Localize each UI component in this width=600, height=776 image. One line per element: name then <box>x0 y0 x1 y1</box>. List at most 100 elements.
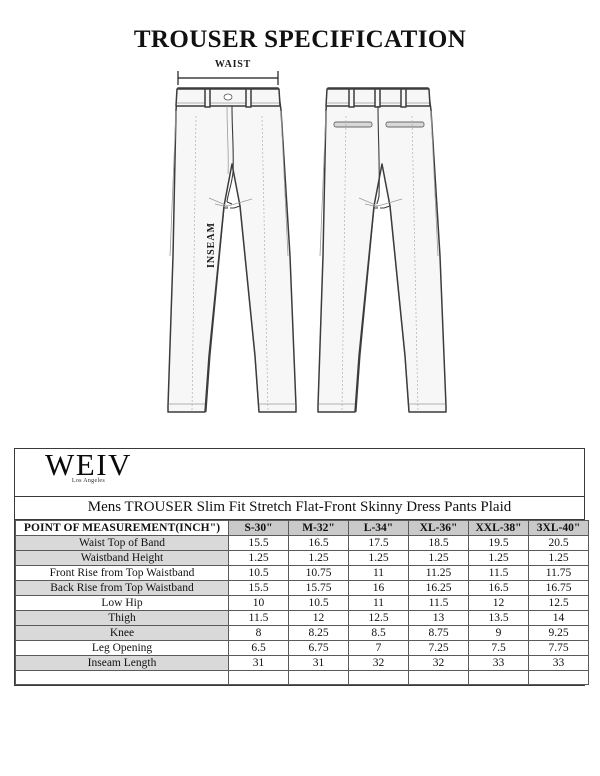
empty-cell <box>15 670 229 685</box>
table-row: Back Rise from Top Waistband 15.5 15.75 16 1… <box>15 580 589 596</box>
empty-cell <box>408 670 469 685</box>
table-row: Inseam Length 31 31 32 32 33 33 <box>15 655 589 671</box>
header-point-of-measurement: POINT OF MEASUREMENT(INCH") <box>15 520 229 536</box>
measurement-table: POINT OF MEASUREMENT(INCH") S-30" M-32" … <box>15 520 589 685</box>
brand-logo: WEIV Los Angeles <box>45 447 132 485</box>
row-value: 16.5 <box>468 580 529 596</box>
row-value: 7 <box>348 640 409 656</box>
row-value: 11.5 <box>468 565 529 581</box>
row-label: Inseam Length <box>15 655 229 671</box>
row-value: 20.5 <box>528 535 589 551</box>
row-value: 16.5 <box>288 535 349 551</box>
row-value: 1.25 <box>408 550 469 566</box>
header-size-l: L-34" <box>348 520 409 536</box>
row-value: 8 <box>228 625 289 641</box>
row-value: 12.5 <box>528 595 589 611</box>
table-header-row: POINT OF MEASUREMENT(INCH") S-30" M-32" … <box>15 520 589 536</box>
back-view <box>317 87 447 413</box>
back-welt-pocket-left <box>333 121 373 128</box>
trouser-illustration: .ol{fill:#f7f7f7;stroke:#3c3c3c;stroke-w… <box>0 56 600 426</box>
row-label: Knee <box>15 625 229 641</box>
table-row: Thigh 11.5 12 12.5 13 13.5 14 <box>15 610 589 626</box>
row-label: Waist Top of Band <box>15 535 229 551</box>
row-label: Waistband Height <box>15 550 229 566</box>
row-value: 31 <box>288 655 349 671</box>
table-row-empty <box>15 670 589 685</box>
row-label: Leg Opening <box>15 640 229 656</box>
spec-table-container: WEIV Los Angeles Mens TROUSER Slim Fit S… <box>14 447 589 686</box>
row-value: 11.75 <box>528 565 589 581</box>
row-value: 15.75 <box>288 580 349 596</box>
row-value: 10.75 <box>288 565 349 581</box>
row-value: 12 <box>468 595 529 611</box>
row-value: 15.5 <box>228 535 289 551</box>
header-size-xxl: XXL-38" <box>468 520 529 536</box>
row-value: 32 <box>348 655 409 671</box>
row-value: 14 <box>528 610 589 626</box>
empty-cell <box>348 670 409 685</box>
row-value: 1.25 <box>348 550 409 566</box>
row-value: 1.25 <box>528 550 589 566</box>
row-value: 6.5 <box>228 640 289 656</box>
back-welt-pocket-right <box>385 121 425 128</box>
table-row: Waistband Height 1.25 1.25 1.25 1.25 1.25 1.25 <box>15 550 589 566</box>
row-value: 9 <box>468 625 529 641</box>
row-value: 16.75 <box>528 580 589 596</box>
empty-cell <box>468 670 529 685</box>
row-value: 18.5 <box>408 535 469 551</box>
row-value: 13 <box>408 610 469 626</box>
row-value: 32 <box>408 655 469 671</box>
waist-dimension-line <box>177 71 279 85</box>
row-value: 11.25 <box>408 565 469 581</box>
row-value: 16 <box>348 580 409 596</box>
row-value: 10.5 <box>288 595 349 611</box>
trouser-technical-drawing: .ol{fill:#f7f7f7;stroke:#3c3c3c;stroke-w… <box>167 71 447 413</box>
row-label: Front Rise from Top Waistband <box>15 565 229 581</box>
header-size-m: M-32" <box>288 520 349 536</box>
row-value: 7.5 <box>468 640 529 656</box>
row-value: 19.5 <box>468 535 529 551</box>
row-value: 16.25 <box>408 580 469 596</box>
header-size-s: S-30" <box>228 520 289 536</box>
row-value: 1.25 <box>288 550 349 566</box>
empty-cell <box>528 670 589 685</box>
row-value: 11.5 <box>228 610 289 626</box>
brand-tagline: Los Angeles <box>71 478 106 485</box>
brand-name: WEIV <box>45 447 132 482</box>
row-label: Thigh <box>15 610 229 626</box>
table-row: Knee 8 8.25 8.5 8.75 9 9.25 <box>15 625 589 641</box>
header-size-3xl: 3XL-40" <box>528 520 589 536</box>
measurement-table-body: POINT OF MEASUREMENT(INCH") S-30" M-32" … <box>15 520 589 685</box>
row-value: 15.5 <box>228 580 289 596</box>
row-value: 13.5 <box>468 610 529 626</box>
row-value: 12.5 <box>348 610 409 626</box>
row-label: Low Hip <box>15 595 229 611</box>
table-row: Front Rise from Top Waistband 10.5 10.75 11… <box>15 565 589 581</box>
front-view <box>167 87 297 413</box>
empty-cell <box>228 670 289 685</box>
row-value: 8.25 <box>288 625 349 641</box>
table-row: Low Hip 10 10.5 11 11.5 12 12.5 <box>15 595 589 611</box>
header-size-xl: XL-36" <box>408 520 469 536</box>
row-value: 31 <box>228 655 289 671</box>
row-value: 9.25 <box>528 625 589 641</box>
row-value: 1.25 <box>468 550 529 566</box>
row-value: 33 <box>468 655 529 671</box>
row-value: 11.5 <box>408 595 469 611</box>
row-value: 8.75 <box>408 625 469 641</box>
row-value: 1.25 <box>228 550 289 566</box>
row-value: 10.5 <box>228 565 289 581</box>
table-row: Waist Top of Band 15.5 16.5 17.5 18.5 19.5 20.… <box>15 535 589 551</box>
product-title: Mens TROUSER Slim Fit Stretch Flat-Front… <box>15 497 584 520</box>
empty-cell <box>288 670 349 685</box>
row-label: Back Rise from Top Waistband <box>15 580 229 596</box>
row-value: 7.75 <box>528 640 589 656</box>
table-row: Leg Opening 6.5 6.75 7 7.25 7.5 7.75 <box>15 640 589 656</box>
row-value: 6.75 <box>288 640 349 656</box>
row-value: 33 <box>528 655 589 671</box>
inseam-dimension-label: INSEAM <box>206 221 217 268</box>
waist-dimension-label: WAIST <box>214 59 252 70</box>
row-value: 8.5 <box>348 625 409 641</box>
row-value: 12 <box>288 610 349 626</box>
